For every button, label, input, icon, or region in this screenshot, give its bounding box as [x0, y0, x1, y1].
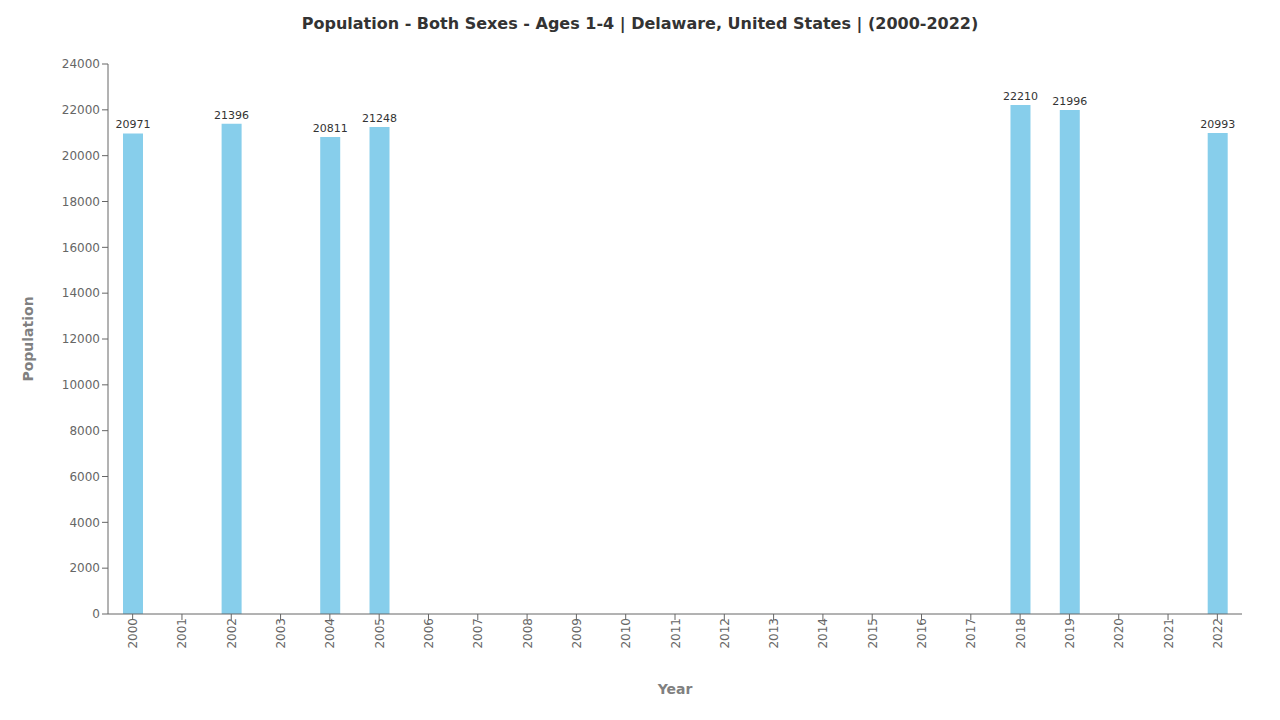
- svg-text:2019: 2019: [1063, 618, 1077, 649]
- svg-text:24000: 24000: [62, 57, 100, 71]
- svg-text:20811: 20811: [313, 122, 348, 135]
- svg-text:14000: 14000: [62, 286, 100, 300]
- svg-text:22210: 22210: [1003, 90, 1038, 103]
- svg-text:2018: 2018: [1014, 618, 1028, 649]
- svg-text:22000: 22000: [62, 103, 100, 117]
- svg-text:2008: 2008: [521, 618, 535, 649]
- svg-text:2005: 2005: [373, 618, 387, 649]
- svg-text:20971: 20971: [116, 118, 151, 131]
- svg-text:2000: 2000: [69, 561, 100, 575]
- svg-text:2010: 2010: [619, 618, 633, 649]
- svg-text:2002: 2002: [225, 618, 239, 649]
- svg-text:12000: 12000: [62, 332, 100, 346]
- svg-text:21248: 21248: [362, 112, 397, 125]
- svg-text:2014: 2014: [816, 618, 830, 649]
- svg-text:6000: 6000: [69, 470, 100, 484]
- svg-text:21396: 21396: [214, 109, 249, 122]
- svg-text:10000: 10000: [62, 378, 100, 392]
- svg-text:2006: 2006: [422, 618, 436, 649]
- svg-text:2003: 2003: [274, 618, 288, 649]
- svg-text:2015: 2015: [866, 618, 880, 649]
- svg-text:16000: 16000: [62, 241, 100, 255]
- svg-text:2009: 2009: [570, 618, 584, 649]
- svg-text:4000: 4000: [69, 516, 100, 530]
- svg-text:2004: 2004: [323, 618, 337, 649]
- svg-text:8000: 8000: [69, 424, 100, 438]
- html-text:Population - Both Sexes - Ages: Population - Both Sexes - Ages 1-4 | Del…: [301, 14, 979, 33]
- svg-text:2001: 2001: [175, 618, 189, 649]
- svg-text:2016: 2016: [915, 618, 929, 649]
- svg-text:2020: 2020: [1112, 618, 1126, 649]
- svg-text:2013: 2013: [767, 618, 781, 649]
- svg-text:18000: 18000: [62, 195, 100, 209]
- svg-text:Year: Year: [657, 681, 693, 697]
- svg-text:0: 0: [92, 607, 100, 621]
- svg-text:2007: 2007: [471, 618, 485, 649]
- svg-text:2017: 2017: [964, 618, 978, 649]
- svg-text:2000: 2000: [126, 618, 140, 649]
- svg-text:20000: 20000: [62, 149, 100, 163]
- svg-text:20993: 20993: [1200, 118, 1235, 131]
- svg-text:Population: Population: [20, 296, 36, 381]
- svg-text:2012: 2012: [718, 618, 732, 649]
- svg-text:2022: 2022: [1211, 618, 1225, 649]
- svg-text:2011: 2011: [669, 618, 683, 649]
- svg-text:21996: 21996: [1052, 95, 1087, 108]
- svg-text:2021: 2021: [1162, 618, 1176, 649]
